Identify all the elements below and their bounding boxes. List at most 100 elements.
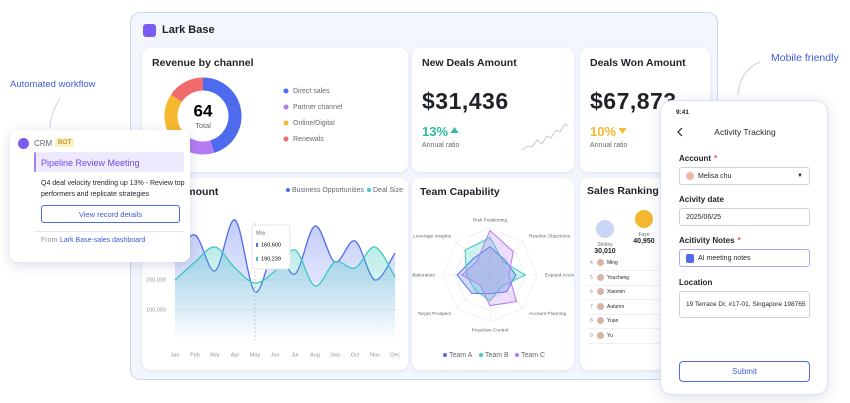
radar-chart: Risk Positioning Resolve Objections Expand… (412, 217, 574, 359)
card-title: Revenue by channel (152, 57, 254, 69)
account-value: Melisa chu (698, 172, 732, 180)
card-title: Team Capability (420, 186, 500, 198)
row-rank: 8 (590, 318, 593, 324)
axis-label: Collaboration (412, 272, 435, 278)
x-tick-label: Feb (190, 352, 199, 358)
row-name: Autumn (607, 303, 625, 310)
avatar (635, 210, 653, 228)
x-tick-label: Nov (370, 352, 380, 358)
row-divider (588, 328, 703, 329)
row-avatar (597, 302, 604, 310)
screen-title: Activity Tracking (714, 127, 776, 137)
down-arrow (618, 128, 627, 134)
row-avatar (597, 273, 604, 281)
axis-label: Risk Positioning (473, 217, 507, 223)
account-select[interactable]: Melisa chu ▼ (679, 167, 810, 185)
app-title: Lark Base (162, 24, 215, 36)
view-button[interactable]: View record details (41, 205, 180, 223)
row-avatar (597, 317, 604, 324)
row-avatar (597, 259, 604, 266)
tooltip-value: 190,239 (261, 256, 281, 262)
card-title: Sales Ranking (587, 185, 659, 197)
label: Mobile friendly (771, 52, 839, 64)
legend-label: Team B (485, 352, 509, 359)
rank-value: 30,010 (594, 248, 616, 255)
back-icon[interactable] (676, 127, 684, 137)
row-divider (588, 342, 703, 344)
donut-segment (170, 77, 204, 103)
radar-axis (489, 241, 524, 276)
legend-dot (367, 188, 371, 192)
legend-dot (283, 120, 289, 126)
row-divider (588, 313, 703, 315)
crm-popup: CRM BOT Pipeline Review Meeting Q4 deal … (10, 130, 190, 262)
label: Automated workflow (10, 79, 96, 90)
radar-card: Team Capability Risk Positioning Resolve … (412, 178, 574, 370)
row-rank: 7 (590, 303, 593, 310)
row-rank: 9 (590, 332, 593, 339)
axis-label: Resolve Objections (529, 233, 571, 239)
divider (34, 231, 184, 232)
legend-dot (479, 353, 483, 357)
row-name: Ming (607, 260, 618, 266)
center-label: Total (195, 121, 211, 130)
row-divider (588, 270, 703, 271)
axis-label: Target Prospect (417, 311, 451, 317)
x-tick-label: Apr (231, 352, 240, 358)
legend-label: Deal Size (373, 187, 403, 194)
x-tick-label: Mar (210, 352, 220, 358)
row-divider (588, 284, 703, 286)
legend-label: Business Opportunities (292, 187, 364, 194)
legend-dot (283, 104, 289, 110)
row-rank: 5 (590, 274, 593, 281)
card-title: New Deals Amount (422, 57, 517, 69)
legend-label: Direct sales (293, 88, 330, 95)
notes-value: AI meeting notes (698, 254, 751, 262)
row-divider (588, 299, 703, 300)
kpi-ratio-label: Annual ratio (590, 142, 628, 149)
x-tick-label: Oct (351, 352, 360, 358)
legend-dot (283, 88, 289, 94)
tooltip-key (256, 243, 258, 247)
avatar (596, 220, 614, 238)
area (175, 246, 395, 340)
notes-field[interactable]: AI meeting notes (679, 249, 810, 267)
message: Q4 deal velocity trending up 13% - Revie… (41, 180, 185, 198)
badge: BOT (55, 138, 75, 147)
app-icon (143, 24, 156, 37)
kpi-value: $31,436 (422, 88, 509, 114)
legend-label: Team C (521, 352, 545, 359)
app-name: CRM (34, 139, 53, 148)
required-mark: * (714, 154, 718, 163)
submit-button[interactable]: Submit (679, 361, 810, 382)
highlight (34, 152, 184, 172)
phone: 9:41 Activity Tracking Account * Melisa c… (660, 100, 828, 395)
radar-axis (456, 274, 491, 309)
row-name: Yuan (607, 318, 619, 324)
legend-dot (283, 136, 289, 142)
legend-label: Online/Digital (293, 120, 335, 127)
date-field[interactable]: 2025/06/25 (679, 208, 810, 226)
tooltip (251, 224, 291, 270)
time: 9:41 (676, 109, 690, 116)
location-field[interactable]: 19 Terrace Dr, #17-01, Singapore 198765 (679, 291, 810, 318)
center-value: 64 (194, 101, 213, 120)
x-tick-label: Aug (310, 352, 320, 358)
legend-label: Team A (449, 352, 473, 359)
field-label: Account (679, 154, 711, 163)
line-chart: 100,000 200,000 Jan Feb Mar Apr May Jun Jul Aug Se… (146, 187, 403, 359)
axis-label: Proactive Control (472, 327, 509, 333)
sparkline (521, 123, 569, 151)
x-tick-label: Dec (390, 352, 400, 358)
bot-icon (18, 138, 29, 149)
kpi-ratio: 13% (422, 124, 449, 139)
rank-name: Shirley (597, 242, 613, 248)
required-mark: * (737, 236, 741, 245)
tooltip-value: 160,600 (261, 242, 281, 248)
x-tick-label: Jan (171, 352, 180, 358)
kpi-ratio: 10% (590, 124, 617, 139)
x-tick-label: Jun (271, 352, 280, 358)
source-link[interactable]: Lark Base-sales dashboard (60, 237, 146, 244)
